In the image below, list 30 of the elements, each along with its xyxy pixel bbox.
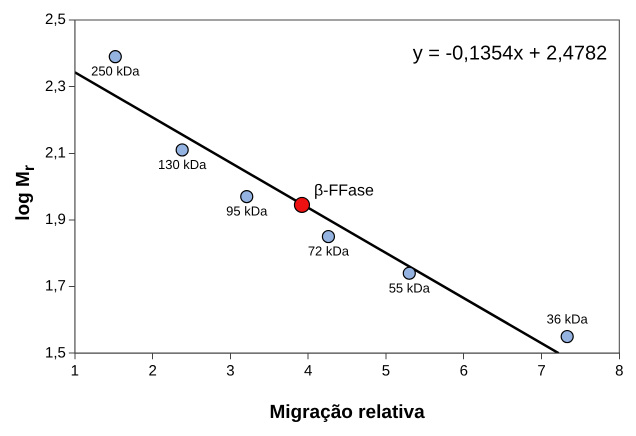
- x-tick-label: 2: [148, 362, 157, 380]
- annotation: β-FFase: [314, 182, 374, 200]
- x-tick-label: 4: [304, 362, 312, 380]
- y-tick-label: 2,1: [44, 144, 66, 162]
- x-tick-label: 5: [382, 362, 390, 380]
- y-tick-label: 1,7: [44, 278, 66, 295]
- point: [560, 330, 574, 344]
- point: [240, 190, 254, 204]
- annotation: 72 kDa: [308, 244, 350, 259]
- y-tick-label: 2,3: [44, 78, 66, 95]
- x-tick-label: 7: [537, 362, 546, 380]
- point: [294, 196, 310, 214]
- x-tick-label: 6: [460, 362, 468, 380]
- annotation: y = -0,1354x + 2,4782: [412, 42, 608, 65]
- y-tick-label: 1,5: [44, 344, 66, 362]
- annotation: 95 kDa: [226, 204, 268, 219]
- point: [108, 50, 122, 64]
- annotation: 55 kDa: [388, 280, 431, 296]
- annotation: 250 kDa: [91, 64, 140, 79]
- y-tick-label: 1,9: [44, 211, 66, 228]
- point: [402, 266, 416, 280]
- point: [322, 230, 336, 244]
- y-tick-label: 2,5: [44, 11, 66, 28]
- x-tick-label: 1: [70, 362, 80, 380]
- x-tick-label: 3: [226, 362, 235, 380]
- point: [176, 143, 189, 157]
- x-axis-title: Migração relativa: [269, 402, 426, 423]
- annotation: 36 kDa: [546, 312, 589, 327]
- x-tick-label: 8: [615, 362, 624, 380]
- annotation: 130 kDa: [158, 157, 208, 172]
